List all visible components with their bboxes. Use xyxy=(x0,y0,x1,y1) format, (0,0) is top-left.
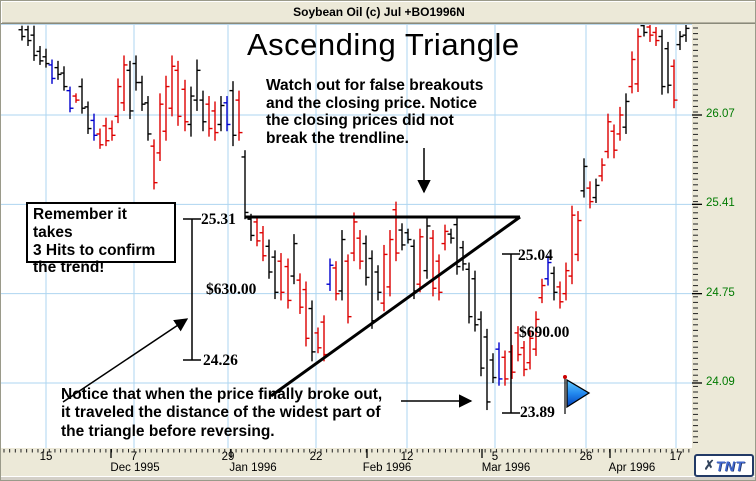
pattern-title: Ascending Triangle xyxy=(247,27,520,62)
date-axis-day-label: 15 xyxy=(39,451,53,463)
tnt-logo-text: TNT xyxy=(715,457,745,474)
tnt-logo-x-icon: ✗ xyxy=(703,457,715,472)
date-axis-month-label: Apr 1996 xyxy=(608,462,656,474)
date-axis-month-label: Mar 1996 xyxy=(481,462,531,474)
window-bottom-edge xyxy=(1,476,755,480)
measure-right-top-label: 25.04 xyxy=(518,247,553,264)
measure-right-bottom-label: 23.89 xyxy=(520,404,555,421)
measure-left-bottom-label: 24.26 xyxy=(203,352,238,369)
price-axis-label: 24.75 xyxy=(706,286,735,299)
remember-note-box: Remember it takes 3 Hits to confirm the … xyxy=(26,202,176,276)
price-axis: 26.07 25.41 24.75 24.09 xyxy=(692,24,755,448)
date-axis-month-label: Dec 1995 xyxy=(110,462,160,474)
measure-left-value-label: $630.00 xyxy=(206,281,257,298)
date-axis-day-label: 26 xyxy=(579,451,593,463)
date-axis-day-label: 5 xyxy=(491,451,499,463)
breakout-note: Notice that when the price finally broke… xyxy=(61,386,383,440)
window-titlebar: Soybean Oil (c) Jul +BO1996N xyxy=(1,1,755,24)
date-axis-day-label: 22 xyxy=(309,451,323,463)
price-axis-label: 24.09 xyxy=(706,375,735,388)
date-axis-month-label: Feb 1996 xyxy=(362,462,412,474)
date-axis-month-label: Jan 1996 xyxy=(229,462,277,474)
date-axis-day-label: 12 xyxy=(400,451,414,463)
price-axis-label: 26.07 xyxy=(706,108,735,120)
price-axis-label: 25.41 xyxy=(706,197,735,210)
date-axis-day-label: 7 xyxy=(130,451,138,463)
watch-out-note: Watch out for false breakouts and the cl… xyxy=(266,77,484,147)
tnt-logo[interactable]: ✗ TNT xyxy=(694,454,754,477)
date-axis: 15 7 29 22 12 5 26 17 Dec 1995 Jan 1996 Feb 1996 Ma… xyxy=(1,448,755,476)
date-axis-day-label: 17 xyxy=(669,451,683,463)
window-title: Soybean Oil (c) Jul +BO1996N xyxy=(293,5,465,19)
measure-right-value-label: $690.00 xyxy=(519,324,570,341)
measure-left-top-label: 25.31 xyxy=(201,211,236,228)
